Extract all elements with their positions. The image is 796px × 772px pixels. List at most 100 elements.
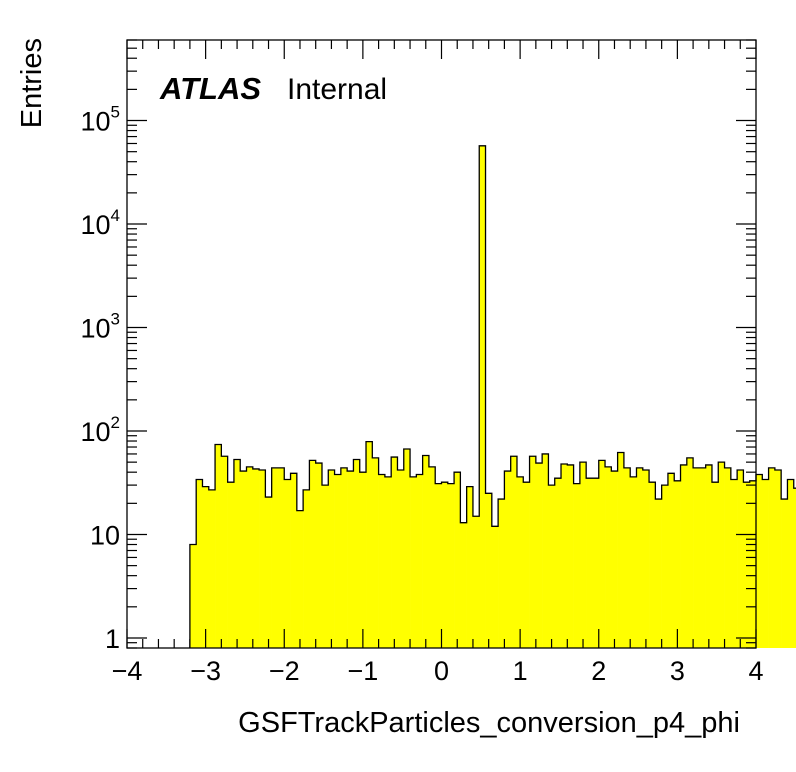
y-tick-label: 105 — [80, 103, 120, 137]
histogram-bar — [793, 488, 796, 648]
histogram-bar — [246, 466, 254, 648]
x-tick-label: −2 — [269, 656, 300, 686]
histogram-bar — [202, 486, 210, 648]
histogram-bar — [208, 489, 216, 648]
histogram-bar — [661, 485, 669, 648]
x-axis-ticks: −4 −3 −2 −1 0 1 2 3 4 — [112, 40, 764, 686]
histogram-bar — [573, 483, 581, 648]
histogram-bar — [397, 469, 405, 648]
histogram-bar — [485, 493, 493, 648]
histogram-bar — [391, 457, 398, 648]
histogram-bar — [303, 489, 310, 648]
x-tick-label: 1 — [513, 656, 528, 686]
histogram-bar — [233, 459, 241, 648]
histogram-bar — [655, 499, 662, 648]
histogram-bar — [705, 464, 713, 648]
y-axis-title: Entries — [16, 38, 48, 128]
histogram-bar — [353, 459, 361, 648]
histogram-bar — [265, 497, 272, 648]
histogram-bar — [259, 469, 266, 648]
histogram-bar — [252, 468, 260, 648]
histogram-bar — [548, 485, 556, 648]
histogram-bar — [787, 479, 795, 648]
x-axis-title: GSFTrackParticles_conversion_p4_phi — [238, 707, 740, 739]
histogram-bar — [686, 457, 694, 648]
histogram-bar — [649, 482, 656, 648]
histogram-bar — [561, 463, 568, 648]
x-tick-label: −3 — [190, 656, 221, 686]
histogram-bar — [189, 544, 197, 648]
histogram-bar — [227, 482, 235, 648]
histogram-bar — [516, 476, 524, 648]
histogram-bar — [221, 456, 228, 648]
histogram-bar — [586, 478, 593, 648]
histogram-bar — [554, 478, 562, 648]
histogram-bar — [774, 469, 782, 648]
y-tick-label: 10 — [90, 520, 120, 550]
histogram-bar — [215, 444, 222, 648]
histogram-bar — [315, 463, 323, 648]
histogram-bar — [617, 452, 625, 648]
y-axis-ticks: 1 10 102 103 104 105 — [80, 39, 756, 654]
histogram-bar — [699, 467, 706, 648]
histogram-outline — [189, 145, 796, 648]
histogram-bar — [372, 457, 379, 648]
x-tick-label: 0 — [434, 656, 449, 686]
histogram-bar — [284, 479, 291, 648]
histogram-bar — [328, 469, 335, 648]
histogram-bar — [359, 472, 367, 648]
histogram-bar — [630, 476, 637, 648]
x-tick-label: −1 — [347, 656, 378, 686]
histogram-bar — [416, 474, 423, 648]
histogram-bar — [529, 456, 537, 648]
histogram-bar — [296, 510, 304, 648]
histogram-bar — [340, 467, 348, 648]
histogram-bar — [579, 462, 587, 648]
histogram-bar — [454, 472, 461, 648]
histogram-bar — [384, 476, 392, 648]
histogram-bar — [366, 441, 373, 648]
histogram-bar — [724, 467, 732, 648]
histogram-bar — [592, 478, 600, 648]
histogram-bar — [347, 471, 354, 648]
histogram-bar — [737, 469, 744, 648]
histogram-bar — [472, 516, 480, 648]
x-tick-label: 2 — [591, 656, 606, 686]
histogram-bar — [762, 479, 769, 648]
x-tick-label: −4 — [112, 656, 143, 686]
histogram-bar — [523, 482, 530, 648]
histogram-bar — [623, 467, 631, 648]
histogram-bar — [510, 456, 518, 648]
histogram-bar — [410, 476, 417, 648]
histogram-bar — [674, 480, 681, 648]
internal-label: Internal — [287, 73, 387, 106]
histogram-bar — [441, 482, 449, 648]
histogram-bar — [309, 460, 316, 648]
histogram-bar — [730, 479, 738, 648]
y-tick-label: 103 — [80, 310, 120, 344]
histogram-bar — [504, 471, 511, 648]
histogram-bar — [768, 467, 776, 648]
histogram-bar — [718, 462, 725, 648]
x-tick-label: 3 — [670, 656, 685, 686]
histogram-bar — [642, 469, 650, 648]
histogram-bar — [667, 473, 675, 648]
histogram-bar — [542, 453, 549, 648]
histogram-bar — [460, 522, 467, 648]
histogram-bar — [422, 455, 430, 648]
histogram-bar — [680, 464, 688, 648]
histogram-bar — [271, 467, 279, 648]
histogram-bar — [491, 526, 499, 648]
histogram-bar — [479, 145, 486, 649]
histogram-bar — [277, 467, 285, 648]
y-tick-label: 104 — [80, 206, 120, 240]
histogram-bar — [290, 473, 298, 648]
histogram-bar — [711, 482, 719, 648]
histogram-bar — [334, 474, 342, 648]
histogram-bar — [756, 474, 763, 648]
histogram-bar — [196, 479, 203, 648]
histogram-bar — [428, 466, 436, 648]
histogram-bar — [378, 474, 386, 648]
histogram-bar — [611, 471, 618, 648]
